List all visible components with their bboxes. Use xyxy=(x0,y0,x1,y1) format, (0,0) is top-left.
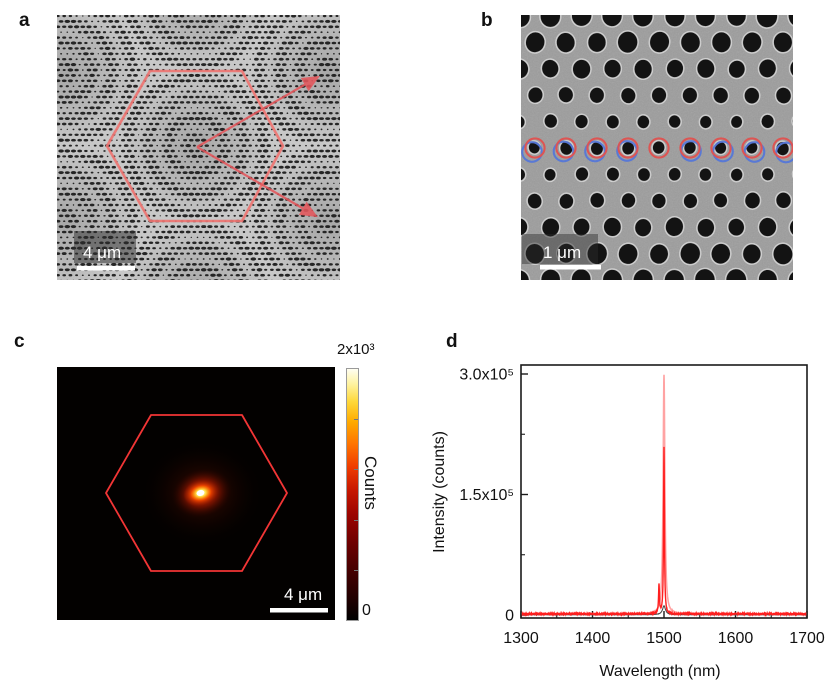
colorbar-tick xyxy=(354,519,358,521)
panel-a-label: a xyxy=(19,10,30,31)
panel-c-label: c xyxy=(14,331,25,352)
x-tick-label: 1500 xyxy=(646,630,682,647)
series-lasing-spectrum xyxy=(521,446,807,618)
zoom-direction-arrow-upper xyxy=(196,75,320,148)
x-tick-label: 1600 xyxy=(718,630,754,647)
scale-bar-c: 4 μm xyxy=(270,585,328,613)
scale-bar-label: 1 μm xyxy=(543,243,581,262)
scale-bar-backdrop xyxy=(522,234,598,264)
y-tick-label: 0 xyxy=(505,608,514,625)
moire-sem-graphic: 4 μm xyxy=(57,15,340,280)
scale-bar-label: 4 μm xyxy=(284,585,322,604)
mode-intensity-graphic: 4 μm xyxy=(57,367,335,620)
panel-d-label: d xyxy=(446,331,458,352)
scale-bar-line xyxy=(540,265,601,270)
scale-bar-line xyxy=(77,266,135,271)
y-tick-label: 3.0x10⁵ xyxy=(459,367,514,384)
panel-a-sem-image: 4 μm xyxy=(57,15,340,280)
spectrum-curves xyxy=(521,374,807,618)
scale-bar-label: 4 μm xyxy=(83,243,121,262)
moire-supercell-hexagon-outline xyxy=(105,69,285,223)
colorbar-title: Counts xyxy=(361,456,380,510)
scale-bar-line xyxy=(270,608,328,613)
supercell-hexagon-outline xyxy=(105,414,288,572)
x-tick-label: 1300 xyxy=(503,630,539,647)
panel-b-sem-image: 1 μm xyxy=(521,15,793,280)
x-tick-label: 1400 xyxy=(575,630,611,647)
scale-bar-backdrop xyxy=(74,231,136,263)
zoom-direction-arrow-lower xyxy=(196,146,318,218)
x-axis-title: Wavelength (nm) xyxy=(599,663,720,680)
spectrum-chart: 1300 1400 1500 1600 1700 0 1.5x10⁵ 3.0x10⁵ Inte… xyxy=(431,364,825,680)
scale-bar-a: 4 μm xyxy=(74,231,136,271)
colorbar-min-label: 0 xyxy=(362,602,371,619)
panel-b-label: b xyxy=(481,10,493,31)
colorbar xyxy=(346,368,359,621)
colorbar-tick xyxy=(354,419,358,421)
emission-spot xyxy=(140,439,264,547)
scale-bar-b: 1 μm xyxy=(522,234,601,270)
y-axis-title: Intensity (counts) xyxy=(431,431,448,553)
panel-c-intensity-map: 4 μm xyxy=(57,367,335,620)
y-tick-label: 1.5x10⁵ xyxy=(459,487,514,504)
colorbar-tick xyxy=(354,469,358,471)
colorbar-max-label: 2x10³ xyxy=(337,341,375,358)
x-tick-label: 1700 xyxy=(789,630,825,647)
air-hole-lattice xyxy=(521,15,793,280)
colorbar-tick xyxy=(354,569,358,571)
marked-hole-circles xyxy=(521,137,793,164)
holes-sem-graphic: 1 μm xyxy=(521,15,793,280)
